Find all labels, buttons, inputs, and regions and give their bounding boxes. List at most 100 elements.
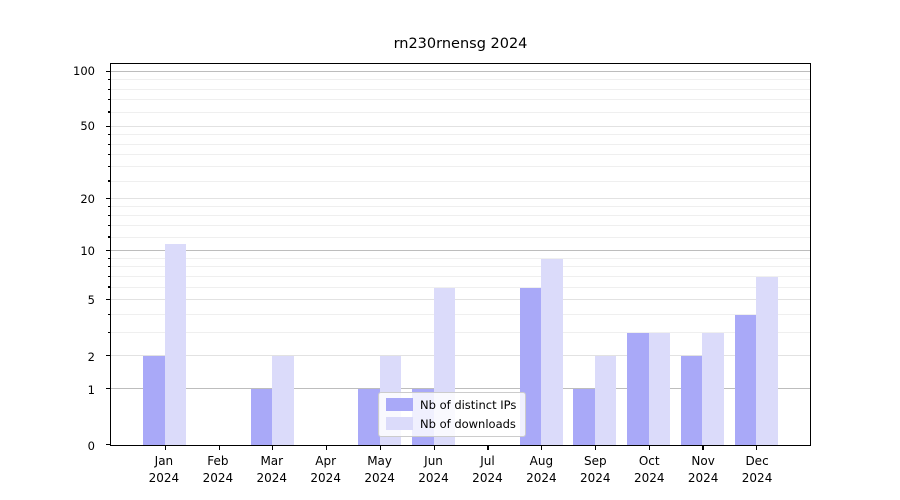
x-tick-month: Apr [315,454,337,468]
y-gridline-4 [111,313,810,315]
bar-jan-downloads [164,244,187,445]
y-minor-tick [107,88,110,90]
y-tick-label-1: 1 [87,382,95,397]
y-gridline-18 [111,205,810,207]
y-gridline-14 [111,225,810,227]
y-gridline-35 [111,154,810,156]
y-tick-label-10: 10 [80,244,95,259]
bar-oct-distinct-ips [627,332,649,445]
x-tick-oct [648,446,650,450]
x-tick-sep [594,446,597,450]
bar-jan-distinct-ips [143,356,165,445]
y-gridline-8 [111,266,810,268]
x-tick-month: Sep [583,454,607,468]
y-tick-5 [106,298,110,301]
x-tick-label-nov: Nov 2024 [688,453,719,487]
y-minor-tick [107,286,110,288]
x-tick-month: Dec [745,454,769,468]
y-gridline-25 [111,180,810,182]
legend: Nb of distinct IPs Nb of downloads [378,391,527,437]
x-tick-year: 2024 [526,471,557,485]
y-tick-50 [106,125,110,128]
y-gridline-16 [111,214,810,216]
x-tick-year: 2024 [472,471,503,485]
y-minor-tick [107,111,110,113]
y-minor-tick [107,99,110,101]
y-minor-tick [107,205,110,207]
y-gridline-7 [111,275,810,277]
y-gridline-10 [111,250,810,252]
y-tick-label-5: 5 [87,293,95,308]
y-tick-100 [106,70,110,72]
y-gridline-70 [111,99,810,101]
x-tick-label-may: May 2024 [364,453,395,487]
x-tick-year: 2024 [418,471,449,485]
y-minor-tick [107,79,110,81]
y-gridline-80 [111,88,810,90]
x-tick-label-jan: Jan 2024 [149,453,180,487]
y-minor-tick [107,257,110,259]
x-tick-may [379,446,382,450]
bar-nov-downloads [702,332,724,445]
x-tick-label-oct: Oct 2024 [634,453,665,487]
y-minor-tick [107,166,110,168]
y-tick-1 [106,387,110,389]
x-tick-month: Jul [480,454,495,468]
bar-may-distinct-ips [358,388,380,445]
x-tick-year: 2024 [580,471,611,485]
legend-label-downloads: Nb of downloads [420,416,516,431]
bar-oct-downloads [648,332,671,445]
x-tick-label-sep: Sep 2024 [580,453,611,487]
x-tick-nov [702,446,704,450]
y-minor-tick [107,236,110,238]
x-tick-label-jun: Jun 2024 [418,453,449,487]
y-minor-tick [107,214,110,216]
y-gridline-45 [111,134,810,136]
y-gridline-12 [111,236,810,238]
y-gridline-50 [111,126,810,128]
bar-sep-distinct-ips [573,388,595,445]
y-minor-tick [107,180,110,182]
y-minor-tick [107,313,110,315]
y-gridline-6 [111,286,810,288]
x-tick-month: Oct [638,454,660,468]
y-tick-10 [106,249,110,252]
y-tick-label-2: 2 [87,349,95,364]
y-tick-20 [106,197,110,199]
legend-swatch-distinct-ips [386,398,414,412]
x-tick-month: Jun [424,454,443,468]
x-tick-label-feb: Feb 2024 [203,453,234,487]
chart-title: rn230rnensg 2024 [393,36,528,52]
y-tick-2 [106,355,110,357]
bar-sep-downloads [594,356,617,445]
x-tick-year: 2024 [202,471,234,485]
y-gridline-100 [111,70,810,72]
x-tick-jun [433,446,435,450]
bar-dec-distinct-ips [734,314,757,445]
x-tick-label-jul: Jul 2024 [472,453,503,487]
y-tick-0 [106,443,110,445]
y-tick-label-20: 20 [80,191,95,206]
legend-item-distinct-ips: Nb of distinct IPs [386,398,516,412]
y-minor-tick [107,224,110,227]
y-minor-tick [107,275,110,277]
y-gridline-40 [111,143,810,145]
bar-mar-downloads [272,356,294,445]
y-minor-tick [107,154,110,156]
y-tick-label-0: 0 [87,439,95,453]
x-tick-year: 2024 [633,471,665,485]
y-gridline-60 [111,111,810,113]
y-axis: 0 1 2 5 10 20 50 100 [0,63,104,453]
x-tick-month: Nov [691,454,715,468]
x-tick-dec [756,446,758,450]
x-tick-year: 2024 [310,471,341,485]
x-tick-year: 2024 [687,471,719,485]
x-tick-year: 2024 [148,471,180,485]
legend-label-distinct-ips: Nb of distinct IPs [420,397,517,412]
legend-swatch-downloads [386,417,414,431]
x-tick-year: 2024 [256,471,288,485]
y-gridline-5 [111,299,810,301]
x-tick-feb [218,446,220,450]
y-gridline-9 [111,257,810,259]
y-minor-tick [107,143,110,145]
